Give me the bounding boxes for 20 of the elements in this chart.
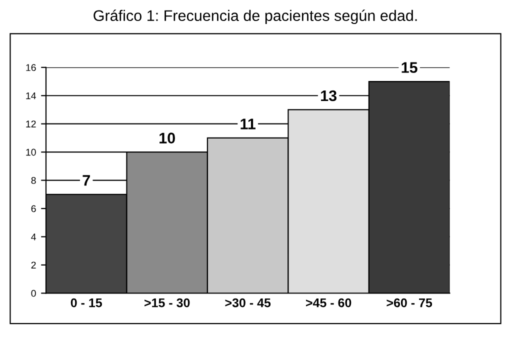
- y-tick-label: 0: [31, 290, 36, 297]
- data-label: 7: [82, 175, 90, 186]
- x-tick-label: >30 - 45: [225, 298, 271, 308]
- data-label: 15: [402, 62, 418, 73]
- x-tick-label: 0 - 15: [70, 298, 102, 308]
- y-tick-label: 4: [31, 234, 36, 240]
- data-label: 10: [160, 132, 175, 144]
- x-tick-label: >60 - 75: [386, 298, 432, 308]
- y-tick-label: 14: [26, 92, 36, 100]
- y-tick-label: 12: [26, 120, 36, 128]
- y-tick-label: 10: [26, 148, 36, 156]
- data-label: 13: [321, 90, 337, 102]
- y-tick-label: 6: [31, 205, 36, 212]
- x-tick-label: >45 - 60: [306, 298, 352, 308]
- y-tick-label: 8: [31, 177, 36, 184]
- y-tick-label: 2: [31, 262, 36, 268]
- x-tick-label: >15 - 30: [144, 298, 190, 308]
- chart-title: Gráfico 1: Frecuencia de pacientes según edad.: [94, 10, 417, 24]
- data-label: 11: [240, 118, 256, 130]
- y-tick-label: 16: [26, 64, 36, 72]
